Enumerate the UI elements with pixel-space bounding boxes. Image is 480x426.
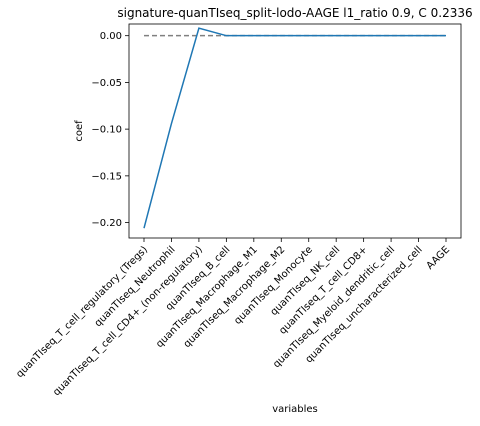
y-tick-label: −0.15	[91, 171, 122, 182]
x-axis-label: variables	[272, 404, 318, 415]
chart-title: signature-quanTIseq_split-lodo-AAGE l1_r…	[117, 6, 472, 20]
y-tick-label: 0.00	[100, 31, 122, 42]
y-tick-label: −0.05	[91, 78, 122, 89]
y-tick-label: −0.10	[91, 125, 122, 136]
y-axis-label: coef	[74, 120, 85, 142]
y-tick-label: −0.20	[91, 218, 122, 229]
plot-area	[143, 27, 446, 229]
y-axis: 0.00 −0.05 −0.10 −0.15 −0.20	[91, 31, 129, 229]
plot-frame	[128, 23, 462, 239]
series-line-0	[143, 27, 446, 229]
